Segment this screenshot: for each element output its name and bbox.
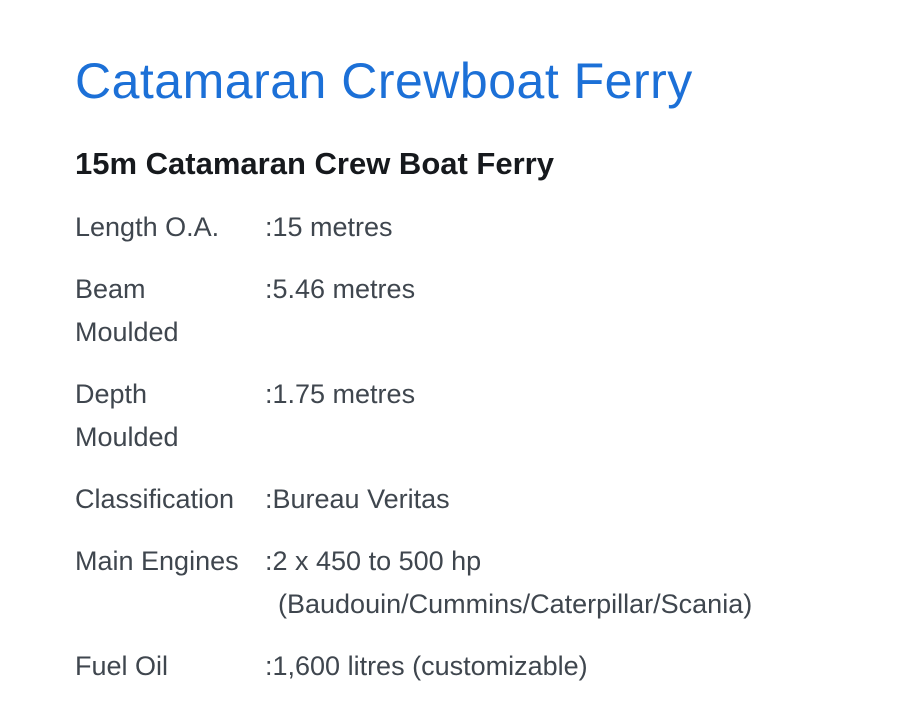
spec-row: Main Engines :2 x 450 to 500 hp (Baudoui… <box>75 540 862 626</box>
spec-value: :1,600 litres (customizable) <box>265 651 588 681</box>
spec-row: Fuel Oil :1,600 litres (customizable) <box>75 645 862 688</box>
spec-label: Classification <box>75 484 235 514</box>
spec-value: :15 metres <box>265 212 393 242</box>
spec-label: Depth Moulded <box>75 379 179 452</box>
spec-row: Beam Moulded :5.46 metres <box>75 268 862 354</box>
spec-list: Length O.A. :15 metres Beam Moulded :5.4… <box>75 206 862 688</box>
spec-value: :2 x 450 to 500 hp (Baudouin/Cummins/Cat… <box>265 546 753 619</box>
spec-label: Length O.A. <box>75 212 220 242</box>
page-subtitle: 15m Catamaran Crew Boat Ferry <box>75 146 554 181</box>
page-title: Catamaran Crewboat Ferry <box>75 53 693 109</box>
spec-row: Length O.A. :15 metres <box>75 206 862 249</box>
spec-label: Fuel Oil <box>75 651 169 681</box>
spec-row: Depth Moulded :1.75 metres <box>75 373 862 459</box>
spec-value: :5.46 metres <box>265 274 416 304</box>
spec-row: Classification :Bureau Veritas <box>75 478 862 521</box>
spec-value: :1.75 metres <box>265 379 416 409</box>
spec-label: Beam Moulded <box>75 274 179 347</box>
spec-label: Main Engines <box>75 546 239 576</box>
spec-value: :Bureau Veritas <box>265 484 450 514</box>
